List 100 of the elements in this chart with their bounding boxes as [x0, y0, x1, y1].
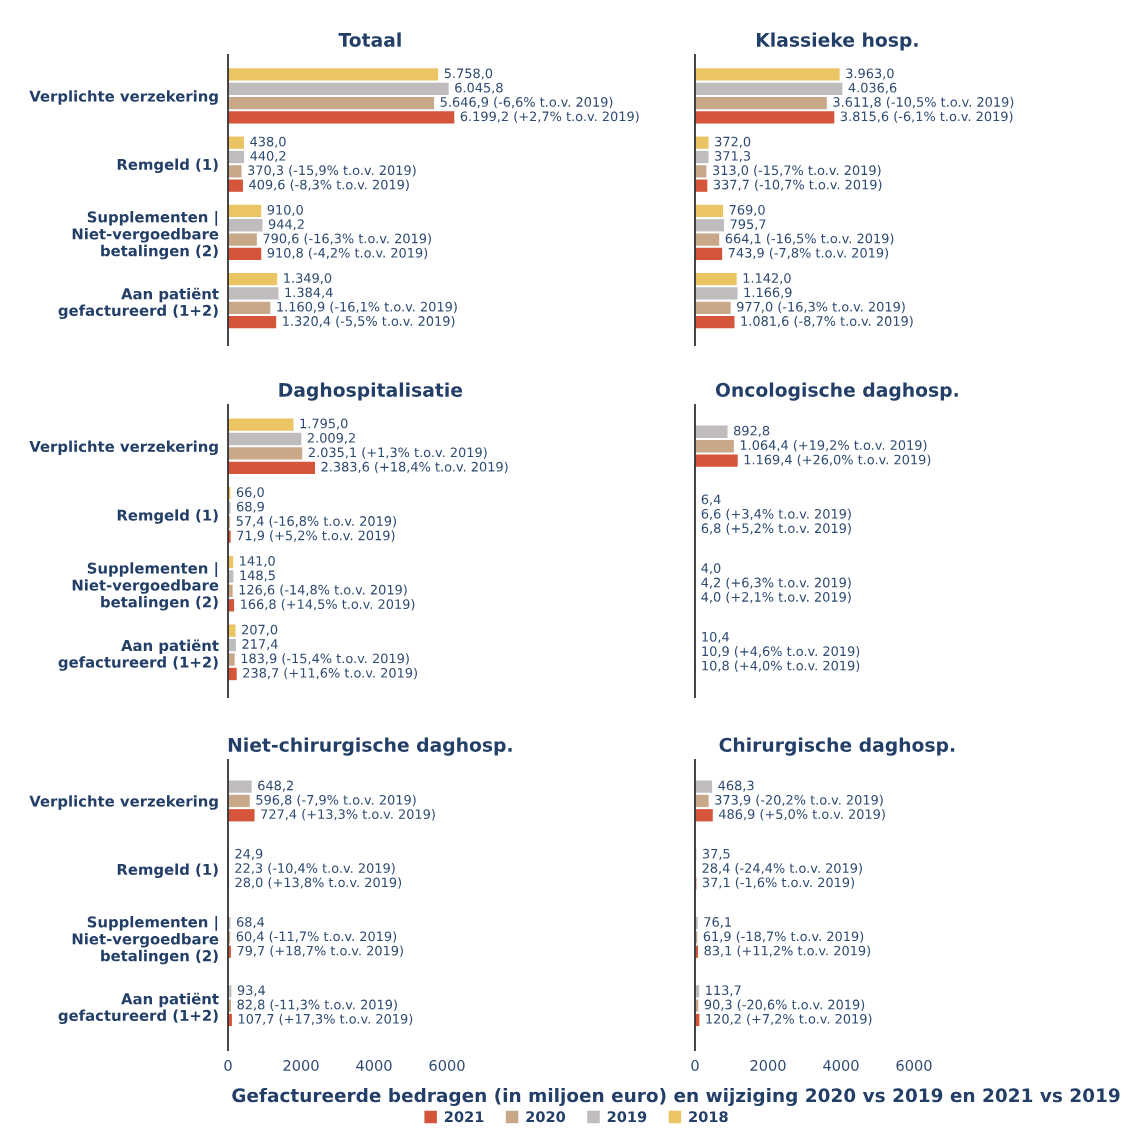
y-tick-label: Aan patiënt gefactureerd (1+2)	[58, 287, 219, 320]
y-tick-label: Aan patiënt gefactureerd (1+2)	[58, 992, 219, 1025]
data-label: 113,7	[706, 985, 741, 997]
data-label: 2.009,2	[307, 432, 355, 445]
data-label: 438,0	[250, 136, 286, 148]
data-label: 977,0 (-16,3% t.o.v. 2019)	[737, 301, 905, 314]
data-label: 440,2	[250, 150, 286, 163]
data-label: 107,7 (+17,3% t.o.v. 2019)	[238, 1013, 413, 1026]
data-label: 486,9 (+5,0% t.o.v. 2019)	[718, 809, 885, 821]
data-label: 769,0	[729, 204, 765, 216]
data-label: 3.611,8 (-10,5% t.o.v. 2019)	[833, 96, 1014, 109]
data-label: 4,0	[701, 563, 721, 575]
data-label: 371,3	[715, 150, 751, 163]
data-label: 664,1 (-16,5% t.o.v. 2019)	[725, 233, 894, 245]
data-label: 28,0 (+13,8% t.o.v. 2019)	[235, 877, 402, 889]
chart-title: Klassieke hosp.	[756, 32, 918, 51]
data-label: 37,5	[702, 848, 730, 860]
data-label: 10,9 (+4,6% t.o.v. 2019)	[702, 646, 860, 658]
data-label: 183,9 (-15,4% t.o.v. 2019)	[241, 653, 409, 665]
data-label: 795,7	[730, 219, 766, 231]
data-label: 372,0	[715, 136, 751, 148]
data-label: 57,4 (-16,8% t.o.v. 2019)	[236, 515, 396, 528]
y-tick-label: Remgeld (1)	[117, 863, 218, 879]
data-label: 68,9	[236, 501, 264, 513]
data-label: 910,8 (-4,2% t.o.v. 2019)	[267, 247, 428, 260]
y-tick-label: Verplichte verzekering	[29, 795, 218, 810]
x-tick-label: 0	[224, 1059, 232, 1072]
y-tick-label: Aan patiënt gefactureerd (1+2)	[58, 639, 219, 671]
data-label: 24,9	[235, 848, 263, 860]
data-label: 4,2 (+6,3% t.o.v. 2019)	[701, 577, 851, 589]
data-label: 126,6 (-14,8% t.o.v. 2019)	[239, 584, 407, 597]
data-label: 373,9 (-20,2% t.o.v. 2019)	[715, 794, 883, 807]
data-label: 207,0	[242, 624, 278, 636]
chart-title: Totaal	[338, 32, 401, 47]
data-label: 148,5	[240, 570, 275, 582]
text: Oncologische daghosp.	[715, 382, 958, 401]
data-label: 217,4	[242, 639, 278, 651]
data-label: 727,4 (+13,3% t.o.v. 2019)	[261, 809, 435, 821]
data-label: 1.166,9	[744, 287, 792, 299]
data-label: 910,0	[267, 204, 303, 216]
data-label: 743,9 (-7,8% t.o.v. 2019)	[728, 247, 889, 260]
y-tick-label: Remgeld (1)	[117, 158, 218, 174]
data-label: 1.064,4 (+19,2% t.o.v. 2019)	[740, 439, 927, 452]
data-label: 82,8 (-11,3% t.o.v. 2019)	[237, 999, 397, 1011]
data-label: 468,3	[718, 780, 754, 792]
y-tick-label: Remgeld (1)	[117, 509, 218, 524]
data-label: 409,6 (-8,3% t.o.v. 2019)	[249, 179, 409, 191]
legend-label: 2018	[689, 1111, 728, 1123]
data-label: 71,9 (+5,2% t.o.v. 2019)	[237, 530, 395, 542]
y-tick-label: Verplichte verzekering	[29, 90, 218, 105]
x-tick-label: 4000	[356, 1059, 392, 1072]
data-label: 790,6 (-16,3% t.o.v. 2019)	[263, 233, 431, 245]
data-label: 120,2 (+7,2% t.o.v. 2019)	[706, 1013, 872, 1026]
x-tick-label: 6000	[896, 1059, 932, 1072]
data-label: 60,4 (-11,7% t.o.v. 2019)	[236, 931, 397, 943]
x-axis-title: Gefactureerde bedragen (in miljoen euro) en wijziging 2020 vs 2019 en 2021 vs 2019	[232, 1087, 1120, 1107]
data-label: 83,1 (+11,2% t.o.v. 2019)	[704, 945, 871, 958]
x-tick-label: 2000	[283, 1059, 319, 1072]
data-label: 892,8	[734, 425, 770, 437]
data-label: 68,4	[236, 917, 265, 929]
data-label: 337,7 (-10,7% t.o.v. 2019)	[713, 179, 882, 191]
data-label: 1.169,4 (+26,0% t.o.v. 2019)	[744, 454, 931, 466]
y-tick-label: Supplementen | Niet-vergoedbare betalingen (2)	[72, 210, 219, 260]
chart-title: Chirurgische daghosp.	[719, 737, 955, 756]
data-label: 1.081,6 (-8,7% t.o.v. 2019)	[741, 315, 913, 328]
data-label: 3.963,0	[846, 68, 894, 80]
data-label: 648,2	[258, 780, 293, 792]
data-label: 1.320,4 (-5,5% t.o.v. 2019)	[283, 315, 455, 328]
legend-label: 2021	[444, 1111, 484, 1123]
data-label: 596,8 (-7,9% t.o.v. 2019)	[256, 794, 416, 807]
data-label: 238,7 (+11,6% t.o.v. 2019)	[243, 667, 417, 680]
legend-label: 2020	[526, 1111, 566, 1123]
legend-label: 2019	[607, 1111, 647, 1123]
data-label: 5.758,0	[444, 68, 493, 80]
x-tick-label: 2000	[750, 1059, 786, 1072]
data-label: 6.045,8	[455, 82, 503, 94]
data-label: 1.349,0	[284, 273, 332, 285]
data-label: 28,4 (-24,4% t.o.v. 2019)	[702, 862, 862, 875]
data-label: 166,8 (+14,5% t.o.v. 2019)	[241, 599, 415, 611]
data-label: 6,6 (+3,4% t.o.v. 2019)	[701, 508, 851, 521]
data-label: 37,1 (-1,6% t.o.v. 2019)	[702, 877, 855, 889]
data-label: 79,7 (+18,7% t.o.v. 2019)	[237, 945, 403, 958]
y-tick-label: Verplichte verzekering	[29, 440, 218, 456]
text: Daghospitalisatie	[279, 382, 463, 401]
data-label: 6.199,2 (+2,7% t.o.v. 2019)	[460, 111, 639, 123]
data-label: 66,0	[236, 487, 264, 499]
x-tick-label: 6000	[429, 1059, 465, 1072]
data-label: 10,8 (+4,0% t.o.v. 2019)	[702, 660, 860, 673]
data-label: 313,0 (-15,7% t.o.v. 2019)	[712, 165, 881, 177]
data-label: 10,4	[702, 631, 729, 643]
data-label: 4.036,6	[848, 82, 897, 94]
data-label: 61,9 (-18,7% t.o.v. 2019)	[703, 931, 864, 943]
data-label: 93,4	[237, 985, 265, 997]
y-tick-label: Supplementen | Niet-vergoedbare betalingen (2)	[72, 562, 219, 611]
x-tick-label: 0	[691, 1059, 699, 1072]
data-label: 1.384,4	[285, 287, 333, 299]
data-label: 1.160,9 (-16,1% t.o.v. 2019)	[277, 301, 457, 314]
data-label: 1.142,0	[743, 273, 791, 285]
data-label: 2.035,1 (+1,3% t.o.v. 2019)	[308, 447, 487, 459]
data-label: 6,4	[701, 494, 721, 506]
